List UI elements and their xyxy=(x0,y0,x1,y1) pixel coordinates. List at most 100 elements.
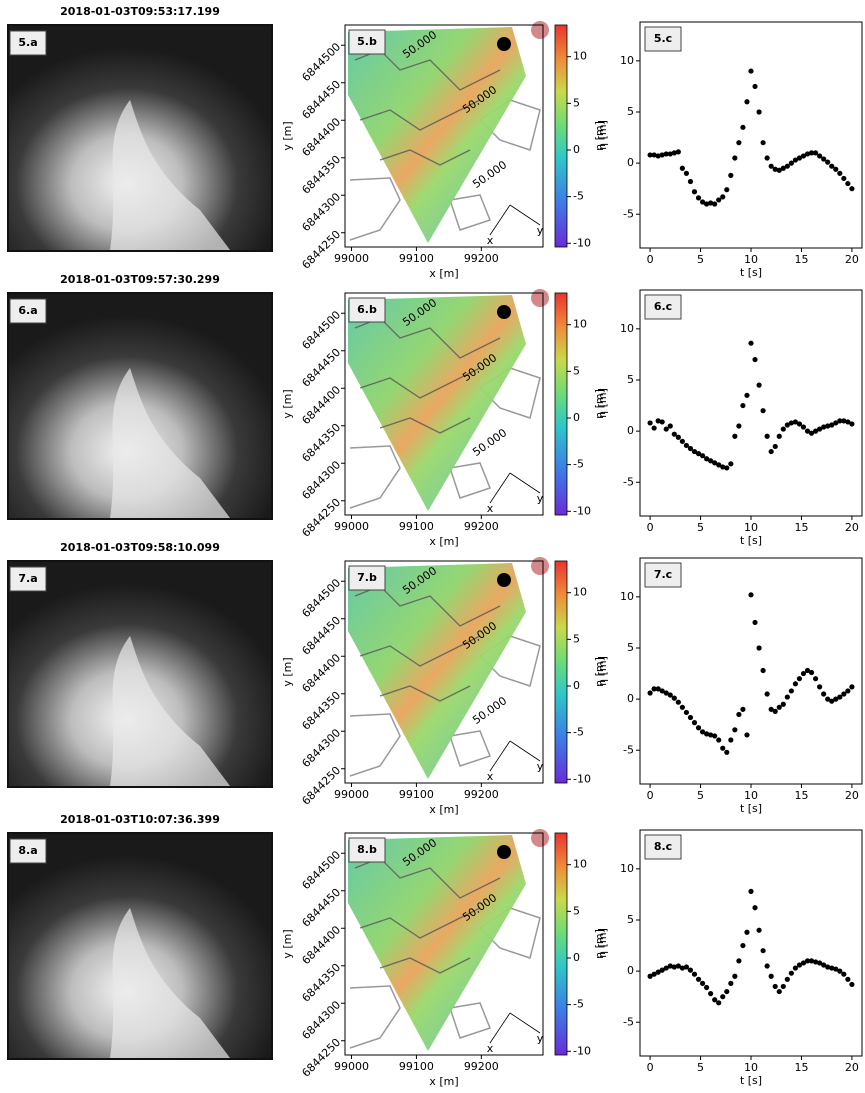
data-point xyxy=(784,694,790,700)
data-point xyxy=(716,737,722,743)
x-tick-label: 99200 xyxy=(464,788,499,801)
colorbar-tick-label: -5 xyxy=(573,458,584,471)
colorbar-tick-label: 10 xyxy=(573,50,587,63)
data-point xyxy=(659,967,665,973)
colorbar-tick-label: 5 xyxy=(573,96,580,109)
data-point xyxy=(768,448,774,455)
timestamp-title: 2018-01-03T09:58:10.099 xyxy=(60,541,220,554)
y-axis-label: y [m] xyxy=(281,929,294,958)
data-point xyxy=(780,426,786,432)
colorbar-label: η [m] xyxy=(593,121,606,151)
data-point xyxy=(687,445,694,452)
data-point xyxy=(687,967,694,973)
y-tick-label: 6844500 xyxy=(299,576,343,620)
y-axis-label: η [m] xyxy=(596,656,609,686)
data-point xyxy=(744,732,750,738)
data-point xyxy=(845,688,851,694)
data-point xyxy=(663,965,669,971)
data-point xyxy=(655,418,661,424)
data-point xyxy=(784,422,790,428)
data-point xyxy=(647,152,653,158)
data-point xyxy=(659,688,665,694)
data-point xyxy=(647,690,653,696)
data-point xyxy=(667,692,673,698)
data-point xyxy=(825,964,831,970)
data-point xyxy=(675,699,681,705)
data-point xyxy=(812,959,819,965)
data-point xyxy=(708,458,714,464)
axes-frame xyxy=(639,557,863,785)
colorbar-tick-label: -10 xyxy=(573,1044,591,1057)
timestamp-title: 2018-01-03T10:07:36.399 xyxy=(60,813,220,826)
data-point xyxy=(724,187,730,193)
colorbar-tick-label: 0 xyxy=(573,143,580,156)
data-point xyxy=(825,696,831,702)
panel-label-box xyxy=(9,566,47,592)
data-point xyxy=(788,160,794,166)
data-point xyxy=(647,420,653,426)
y-axis-label: y [m] xyxy=(281,657,294,686)
camera-position xyxy=(497,845,511,859)
data-point xyxy=(752,905,758,911)
data-point xyxy=(841,691,847,697)
y-tick-label: 6844400 xyxy=(299,651,343,695)
y-tick-label: 6844300 xyxy=(299,458,343,502)
colorbar-tick-label: 5 xyxy=(573,904,580,917)
x-tick-label: 0 xyxy=(647,521,654,534)
y-tick-label: 6844450 xyxy=(299,78,343,122)
data-point xyxy=(841,418,847,424)
x-tick-label: 10 xyxy=(744,521,758,534)
data-point xyxy=(804,667,811,674)
x-tick-label: 10 xyxy=(744,253,758,266)
data-point xyxy=(829,698,835,704)
colorbar-tick-label: 5 xyxy=(573,632,580,645)
timestamp-title: 2018-01-03T09:53:17.199 xyxy=(60,5,220,18)
y-tick-label: 6844450 xyxy=(299,886,343,930)
data-point xyxy=(679,165,685,171)
data-point xyxy=(821,424,827,430)
compass-label: y xyxy=(537,492,544,505)
panel-label: 7.c xyxy=(654,568,672,581)
data-point xyxy=(756,645,762,651)
axes-frame xyxy=(344,292,544,516)
axes-frame xyxy=(639,829,863,1057)
y-axis-label: y [m] xyxy=(281,121,294,150)
x-tick-label: 20 xyxy=(845,521,859,534)
data-point xyxy=(691,189,698,195)
panel-label: 5.c xyxy=(654,32,672,45)
data-point xyxy=(667,963,673,969)
data-point xyxy=(695,725,702,731)
y-tick-label: 10 xyxy=(620,590,634,603)
data-point xyxy=(720,464,726,470)
data-point xyxy=(817,153,823,159)
data-point xyxy=(744,99,750,105)
panel-label-box xyxy=(348,837,386,863)
contour-label: 50.000 xyxy=(470,694,509,727)
data-point xyxy=(812,150,819,156)
data-point xyxy=(675,963,681,969)
data-point xyxy=(699,199,706,205)
data-point xyxy=(817,960,823,966)
data-point xyxy=(720,994,726,1000)
x-tick-label: 99200 xyxy=(464,1060,499,1073)
data-point xyxy=(748,888,754,894)
y-tick-label: -5 xyxy=(623,743,634,756)
colorbar-tick-label: 10 xyxy=(573,318,587,331)
y-tick-label: 6844350 xyxy=(299,153,343,197)
data-point xyxy=(829,965,835,971)
data-point xyxy=(687,714,694,721)
y-tick-label: 0 xyxy=(627,424,634,437)
data-point xyxy=(732,155,738,161)
data-point xyxy=(651,152,657,158)
data-point xyxy=(752,83,758,90)
data-point xyxy=(764,155,770,161)
y-tick-label: 10 xyxy=(620,322,634,335)
data-point xyxy=(849,981,855,988)
data-point xyxy=(792,965,799,971)
data-point xyxy=(764,691,770,697)
colorbar-label: η [m] xyxy=(593,389,606,419)
data-point xyxy=(708,200,714,206)
